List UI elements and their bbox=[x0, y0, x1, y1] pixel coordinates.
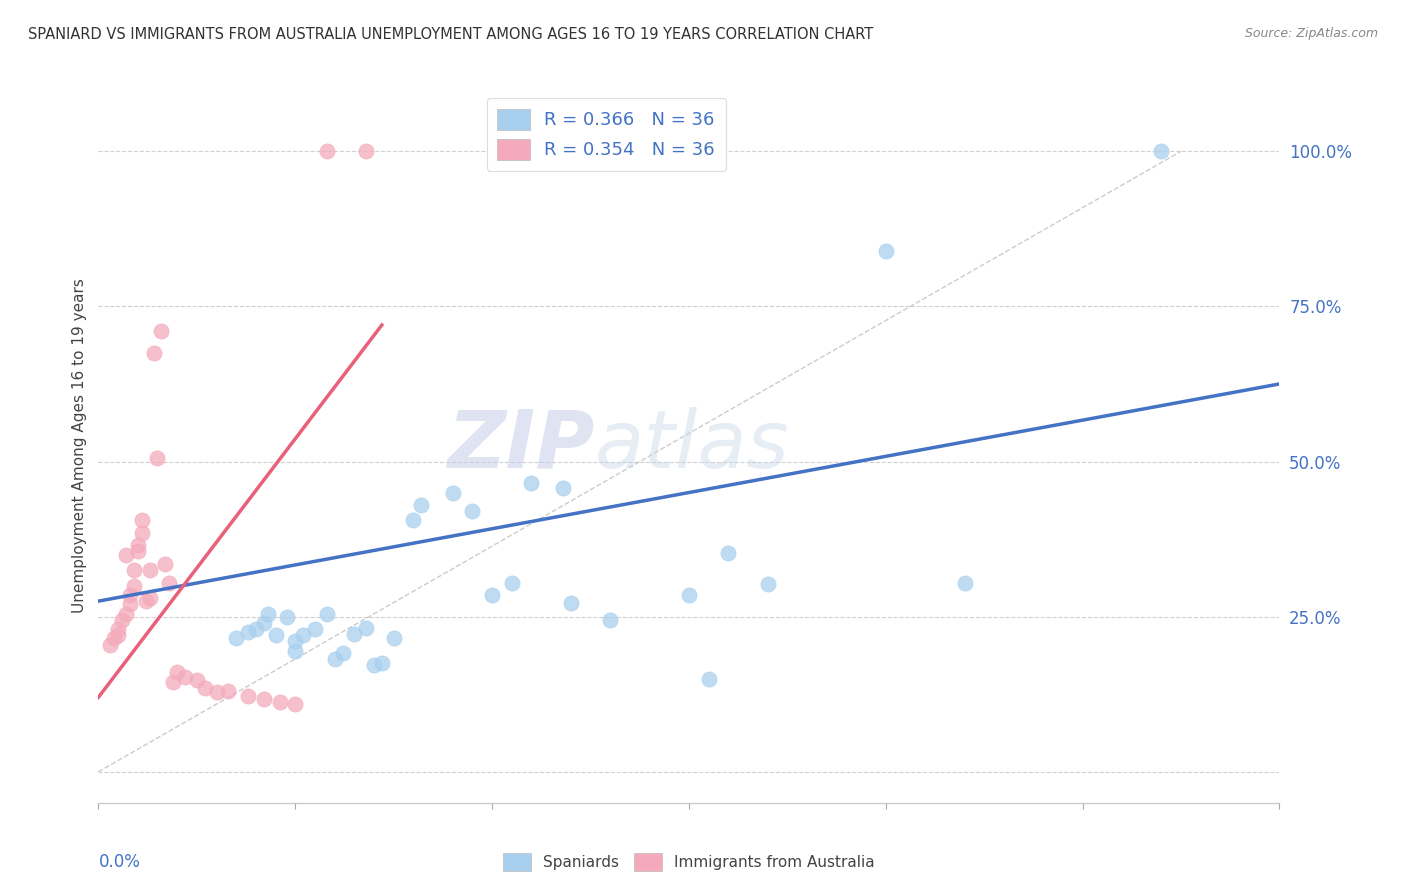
Point bbox=[194, 681, 217, 695]
Point bbox=[953, 575, 976, 590]
Point bbox=[875, 244, 897, 258]
Point bbox=[441, 485, 464, 500]
Point bbox=[162, 674, 184, 689]
Point bbox=[155, 557, 177, 571]
Text: ZIP: ZIP bbox=[447, 407, 595, 485]
Point bbox=[343, 627, 366, 641]
Point bbox=[411, 498, 433, 512]
Point bbox=[98, 638, 121, 652]
Point bbox=[166, 665, 188, 680]
Point bbox=[315, 607, 337, 621]
Point bbox=[1150, 145, 1173, 159]
Point bbox=[323, 652, 346, 666]
Point bbox=[146, 451, 169, 466]
Point bbox=[304, 622, 326, 636]
Point bbox=[150, 324, 173, 338]
Point bbox=[131, 525, 153, 540]
Point bbox=[253, 615, 276, 630]
Point bbox=[461, 504, 484, 518]
Point bbox=[256, 607, 278, 621]
Point bbox=[269, 695, 291, 709]
Point bbox=[138, 563, 160, 577]
Point bbox=[697, 672, 720, 686]
Point bbox=[402, 513, 425, 527]
Text: Source: ZipAtlas.com: Source: ZipAtlas.com bbox=[1244, 27, 1378, 40]
Legend: Spaniards, Immigrants from Australia: Spaniards, Immigrants from Australia bbox=[498, 847, 880, 877]
Text: 0.0%: 0.0% bbox=[98, 853, 141, 871]
Point bbox=[174, 670, 197, 684]
Point bbox=[382, 632, 405, 646]
Point bbox=[157, 575, 180, 590]
Point bbox=[122, 579, 145, 593]
Point bbox=[142, 346, 165, 360]
Point bbox=[115, 607, 138, 621]
Point bbox=[217, 684, 239, 698]
Point bbox=[103, 632, 125, 646]
Point bbox=[354, 621, 377, 635]
Point bbox=[111, 613, 134, 627]
Point bbox=[253, 691, 276, 706]
Point bbox=[107, 622, 129, 636]
Point bbox=[284, 697, 307, 711]
Point bbox=[236, 625, 259, 640]
Point bbox=[276, 609, 298, 624]
Point bbox=[138, 591, 160, 605]
Point bbox=[560, 596, 582, 610]
Point bbox=[245, 622, 267, 636]
Point bbox=[264, 628, 287, 642]
Point bbox=[371, 656, 394, 670]
Point bbox=[186, 673, 208, 687]
Point bbox=[501, 575, 523, 590]
Point bbox=[122, 563, 145, 577]
Point bbox=[118, 588, 141, 602]
Point bbox=[481, 588, 503, 602]
Point bbox=[520, 476, 543, 491]
Point bbox=[135, 594, 157, 608]
Point bbox=[118, 597, 141, 611]
Point bbox=[599, 613, 621, 627]
Point bbox=[756, 577, 779, 591]
Point bbox=[131, 513, 153, 527]
Point bbox=[315, 145, 337, 159]
Point bbox=[354, 145, 377, 159]
Point bbox=[332, 646, 354, 660]
Point bbox=[551, 481, 574, 495]
Point bbox=[115, 548, 138, 562]
Point bbox=[107, 628, 129, 642]
Text: atlas: atlas bbox=[595, 407, 789, 485]
Point bbox=[678, 588, 700, 602]
Point bbox=[363, 658, 385, 673]
Point bbox=[284, 644, 307, 658]
Point bbox=[225, 632, 247, 646]
Text: SPANIARD VS IMMIGRANTS FROM AUSTRALIA UNEMPLOYMENT AMONG AGES 16 TO 19 YEARS COR: SPANIARD VS IMMIGRANTS FROM AUSTRALIA UN… bbox=[28, 27, 873, 42]
Point bbox=[127, 544, 149, 558]
Point bbox=[205, 685, 228, 699]
Point bbox=[236, 689, 259, 703]
Y-axis label: Unemployment Among Ages 16 to 19 years: Unemployment Among Ages 16 to 19 years bbox=[72, 278, 87, 614]
Point bbox=[127, 538, 149, 552]
Point bbox=[284, 634, 307, 648]
Point bbox=[717, 546, 740, 560]
Point bbox=[292, 628, 315, 642]
